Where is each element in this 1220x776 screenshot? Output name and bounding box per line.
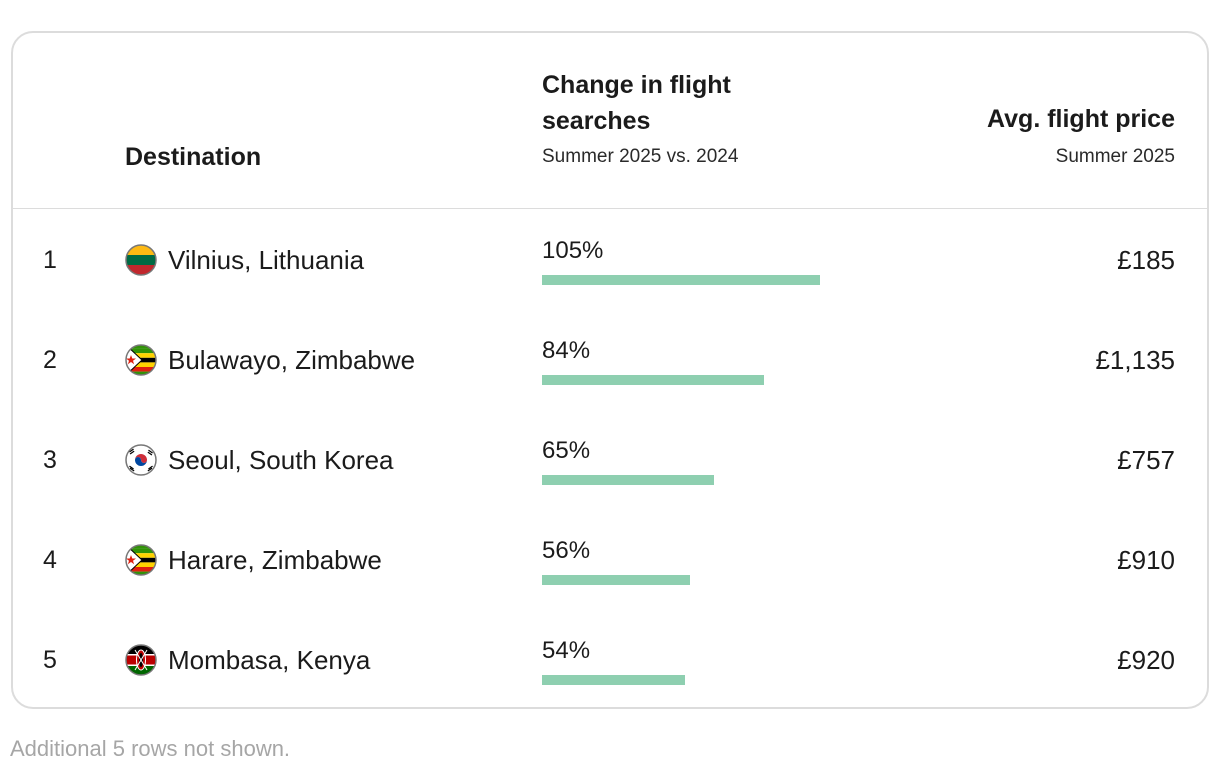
price-column-header: Avg. flight price [987,105,1175,133]
price-column-subheader: Summer 2025 [1055,146,1175,167]
change-data-label: 54% [542,637,591,664]
table-card: Destination Change in flight searches Su… [11,31,1209,709]
footnote: Additional 5 rows not shown. [10,736,291,761]
change-bar [542,375,765,385]
destination-name: Vilnius, Lithuania [168,245,365,275]
change-bar [542,275,820,285]
destination-name: Harare, Zimbabwe [168,545,382,575]
table-row: 1 Vilnius, Lithuania 105% £185 [13,209,1207,309]
price-value: £920 [1117,645,1175,675]
change-bar [542,675,685,685]
destination-name: Seoul, South Korea [168,445,394,475]
zimbabwe-flag-icon [125,544,157,576]
change-data-label: 84% [542,337,591,364]
price-value: £910 [1117,545,1175,575]
change-data-label: 105% [542,237,604,264]
table-row: 4 Harare, Zimbabwe 56% [13,509,1207,609]
rank-label: 2 [43,346,57,374]
rank-label: 3 [43,446,57,474]
change-data-label: 56% [542,537,591,564]
table-row: 2 Bulawayo, Zimbabwe 84% [13,309,1207,409]
destination-name: Mombasa, Kenya [168,645,371,675]
south-korea-flag-icon [125,444,157,476]
change-bar [542,575,691,585]
rank-label: 1 [43,246,57,274]
change-bar [542,475,715,485]
table-body: 1 Vilnius, Lithuania 105% £185 2 [13,209,1207,709]
price-value: £185 [1117,245,1175,275]
price-value: £1,135 [1095,345,1175,375]
table-header: Destination Change in flight searches Su… [13,33,1207,209]
lithuania-flag-icon [125,244,157,276]
kenya-flag-icon [125,644,157,676]
price-value: £757 [1117,445,1175,475]
change-column-subheader: Summer 2025 vs. 2024 [542,146,739,167]
change-data-label: 65% [542,437,591,464]
table-row: 3 [13,409,1207,509]
zimbabwe-flag-icon [125,344,157,376]
rank-label: 4 [43,546,57,574]
destination-name: Bulawayo, Zimbabwe [168,345,416,375]
rank-label: 5 [43,646,57,674]
table-row: 5 Mombasa, Kenya 54% £920 [13,609,1207,709]
change-column-header: Change in flight searches [542,71,731,135]
destination-column-header: Destination [125,143,262,171]
